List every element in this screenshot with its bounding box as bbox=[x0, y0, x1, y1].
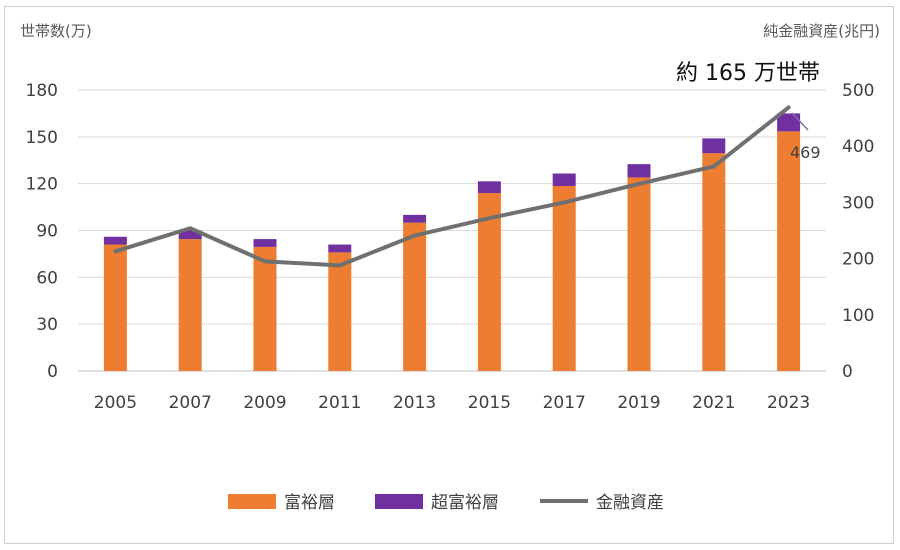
legend-swatch-wealthy bbox=[228, 494, 276, 509]
bar-ultra-wealthy bbox=[328, 244, 352, 253]
bar-wealthy bbox=[103, 244, 127, 371]
y-left-axis-title: 世帯数(万) bbox=[20, 22, 92, 40]
bars bbox=[103, 113, 801, 371]
legend-swatch-ultra-wealthy bbox=[375, 494, 423, 509]
axis-ticks: 0 30 60 90 120 150 180 0 100 200 300 400 500 2005 2007… bbox=[26, 81, 875, 413]
annotation-households-2023: 約 165 万世帯 bbox=[676, 61, 820, 86]
line-financial-assets bbox=[113, 105, 791, 268]
bar-wealthy bbox=[552, 186, 576, 371]
x-tick-label: 2005 bbox=[94, 393, 137, 413]
bar-wealthy bbox=[627, 177, 651, 371]
bar-wealthy bbox=[477, 193, 501, 371]
chart-frame bbox=[4, 6, 894, 544]
bar-ultra-wealthy bbox=[403, 214, 427, 223]
bar-wealthy bbox=[702, 153, 726, 371]
y-left-tick-label: 120 bbox=[26, 175, 58, 195]
y-right-tick-label: 0 bbox=[842, 362, 853, 382]
y-left-tick-label: 180 bbox=[26, 81, 58, 101]
annotation-leader-line bbox=[791, 112, 809, 131]
bar-ultra-wealthy bbox=[552, 173, 576, 187]
bar-wealthy bbox=[777, 131, 801, 371]
y-right-axis-title: 純金融資産(兆円) bbox=[763, 22, 880, 40]
x-tick-label: 2019 bbox=[617, 393, 660, 413]
x-tick-label: 2021 bbox=[692, 393, 735, 413]
bar-wealthy bbox=[403, 222, 427, 371]
x-tick-label: 2015 bbox=[468, 393, 511, 413]
x-tick-label: 2007 bbox=[169, 393, 212, 413]
x-tick-label: 2011 bbox=[318, 393, 361, 413]
legend-label-financial-assets: 金融資産 bbox=[596, 493, 664, 513]
bar-ultra-wealthy bbox=[477, 181, 501, 194]
y-right-tick-label: 200 bbox=[842, 250, 874, 270]
bar-ultra-wealthy bbox=[253, 239, 277, 247]
bar-wealthy bbox=[328, 252, 352, 371]
y-right-tick-label: 300 bbox=[842, 193, 874, 213]
bar-ultra-wealthy bbox=[702, 138, 726, 154]
y-right-tick-label: 500 bbox=[842, 81, 874, 101]
y-right-tick-label: 400 bbox=[842, 137, 874, 157]
bar-wealthy bbox=[178, 239, 202, 371]
legend: 富裕層 超富裕層 金融資産 bbox=[228, 493, 664, 513]
legend-label-ultra-wealthy: 超富裕層 bbox=[431, 493, 499, 513]
y-left-tick-label: 0 bbox=[47, 362, 58, 382]
bar-ultra-wealthy bbox=[627, 164, 651, 178]
bar-wealthy bbox=[253, 246, 277, 371]
asset-line-layer bbox=[113, 105, 791, 268]
y-left-tick-label: 150 bbox=[26, 128, 58, 148]
y-left-tick-label: 30 bbox=[36, 315, 58, 335]
gridlines bbox=[78, 89, 826, 372]
bar-ultra-wealthy bbox=[777, 113, 801, 132]
y-left-tick-label: 60 bbox=[36, 268, 58, 288]
y-right-tick-label: 100 bbox=[842, 306, 874, 326]
x-tick-label: 2023 bbox=[767, 393, 810, 413]
x-tick-label: 2009 bbox=[243, 393, 286, 413]
x-tick-label: 2017 bbox=[543, 393, 586, 413]
x-tick-label: 2013 bbox=[393, 393, 436, 413]
bar-ultra-wealthy bbox=[103, 236, 127, 245]
legend-label-wealthy: 富裕層 bbox=[284, 493, 335, 513]
bar-ultra-wealthy bbox=[178, 230, 202, 240]
y-left-tick-label: 90 bbox=[36, 222, 58, 242]
annotation-assets-2023: 469 bbox=[790, 143, 821, 162]
